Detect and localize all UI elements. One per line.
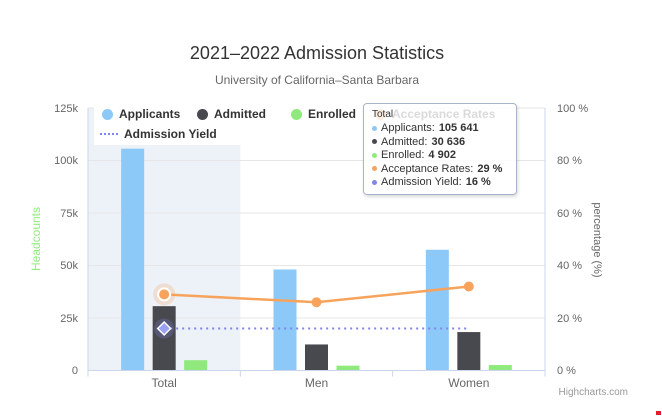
tooltip-row-value: 29 % (477, 162, 503, 175)
tooltip-row-acceptance-rates: Acceptance Rates: 29 % (372, 163, 508, 175)
admission-yield-bullet-icon (372, 179, 377, 185)
legend-item-label: Admission Yield (124, 127, 217, 141)
legend-item-enrolled[interactable]: Enrolled (291, 106, 356, 122)
admission-yield-legend-marker-icon (100, 133, 118, 135)
acceptance-point-total[interactable] (157, 287, 172, 302)
admission-yield-point-total[interactable] (156, 320, 172, 337)
bar-applicants-total[interactable] (121, 148, 145, 371)
tooltip-row-value: 4 902 (428, 149, 456, 161)
highcharts-credit-link[interactable]: Highcharts.com (558, 387, 628, 398)
bar-admitted-women[interactable] (457, 332, 481, 371)
acceptance-point-men[interactable] (311, 297, 322, 308)
tooltip-row-label: Admission Yield: (381, 176, 462, 188)
acceptance-rates-bullet-icon (372, 166, 377, 171)
bar-applicants-women[interactable] (425, 249, 449, 371)
tooltip-row-value: 30 636 (431, 135, 466, 148)
tooltip-row-applicants: Applicants: 105 641 (372, 122, 508, 134)
enrolled-bullet-icon (372, 152, 377, 158)
tooltip-row-label: Acceptance Rates: (381, 162, 474, 175)
legend-item-label: Applicants (119, 107, 181, 121)
enrolled-legend-marker-icon (291, 108, 302, 120)
bar-enrolled-men[interactable] (336, 365, 360, 371)
tooltip-row-label: Applicants: (381, 122, 435, 134)
legend-item-admitted[interactable]: Admitted (197, 106, 266, 122)
bar-admitted-men[interactable] (305, 344, 328, 371)
admitted-legend-marker-icon (197, 108, 208, 120)
tooltip-row-label: Enrolled: (381, 149, 425, 161)
chart-subtitle: University of California–Santa Barbara (214, 73, 420, 87)
legend-item-admission-yield[interactable]: Admission Yield (100, 126, 217, 142)
chart-title: 2021–2022 Admission Statistics (189, 43, 445, 63)
legend-background (94, 99, 404, 145)
legend-item-label: Enrolled (308, 107, 357, 121)
tooltip-row-value: 16 % (465, 176, 491, 188)
tooltip-row-value: 105 641 (438, 122, 479, 134)
y-axis-left-title: Headcounts (29, 206, 43, 272)
applicants-bullet-icon (372, 125, 377, 131)
tooltip-row-admitted: Admitted: 30 636 (372, 136, 508, 148)
y-axis-right-title: percentage (%) (591, 202, 603, 278)
bar-admitted-total[interactable] (152, 306, 176, 371)
tooltip: Total Applicants: 105 641 Admitted: 30 6… (363, 103, 517, 195)
admitted-bullet-icon (372, 139, 377, 144)
acceptance-point-women[interactable] (463, 281, 474, 292)
legend-item-applicants[interactable]: Applicants (102, 106, 180, 122)
legend-item-label: Admitted (214, 107, 266, 121)
tooltip-row-enrolled: Enrolled: 4 902 (372, 149, 508, 161)
bar-enrolled-total[interactable] (184, 360, 208, 371)
bar-enrolled-women[interactable] (488, 365, 512, 371)
applicants-legend-marker-icon (102, 108, 113, 120)
screen-edge-artifact (656, 411, 661, 415)
tooltip-header: Total (372, 109, 394, 120)
tooltip-row-label: Admitted: (381, 135, 428, 148)
bar-applicants-men[interactable] (273, 269, 297, 371)
tooltip-row-admission-yield: Admission Yield: 16 % (372, 176, 508, 188)
